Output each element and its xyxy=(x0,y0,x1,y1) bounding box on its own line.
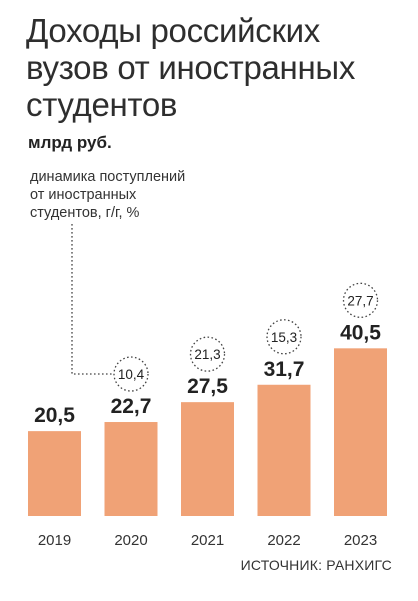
growth-bubble xyxy=(189,336,226,372)
growth-label: 27,7 xyxy=(347,293,373,308)
x-tick-label: 2019 xyxy=(38,532,71,549)
growth-label: 21,3 xyxy=(194,347,220,362)
bar-value-label: 27,5 xyxy=(187,375,228,398)
growth-label: 15,3 xyxy=(271,330,297,345)
bar-2019 xyxy=(28,431,81,516)
chart-title-line: студентов xyxy=(26,86,178,123)
growth-bubble xyxy=(342,282,379,318)
unit-label: млрд руб. xyxy=(28,133,112,152)
x-tick-label: 2020 xyxy=(114,532,147,549)
growth-note-line: студентов, г/г, % xyxy=(30,205,140,221)
growth-note-line: динамика поступлений xyxy=(30,169,186,185)
x-tick-label: 2021 xyxy=(191,532,224,549)
chart-title-line: вузов от иностранных xyxy=(26,49,356,86)
growth-note-line: от иностранных xyxy=(30,187,137,203)
bar-2020 xyxy=(104,422,158,516)
growth-bubble xyxy=(266,319,302,355)
bar-value-label: 22,7 xyxy=(111,395,152,418)
source-label: ИСТОЧНИК: РАНХИГС xyxy=(240,557,392,573)
chart-title-line: Доходы российских xyxy=(26,12,320,49)
bar-value-label: 20,5 xyxy=(34,404,75,427)
bar-2022 xyxy=(257,384,311,516)
bar-2021 xyxy=(181,402,234,516)
growth-label: 10,4 xyxy=(118,367,145,382)
bar-value-label: 31,7 xyxy=(264,358,305,381)
chart-title: Доходы российских вузов от иностранных с… xyxy=(26,12,406,123)
bar-2023 xyxy=(334,348,387,516)
growth-legend-note: динамика поступлений от иностранных студ… xyxy=(30,168,240,222)
x-tick-label: 2023 xyxy=(344,532,377,549)
growth-note-leader xyxy=(71,224,114,375)
bar-value-label: 40,5 xyxy=(340,321,381,344)
x-tick-label: 2022 xyxy=(267,532,300,549)
